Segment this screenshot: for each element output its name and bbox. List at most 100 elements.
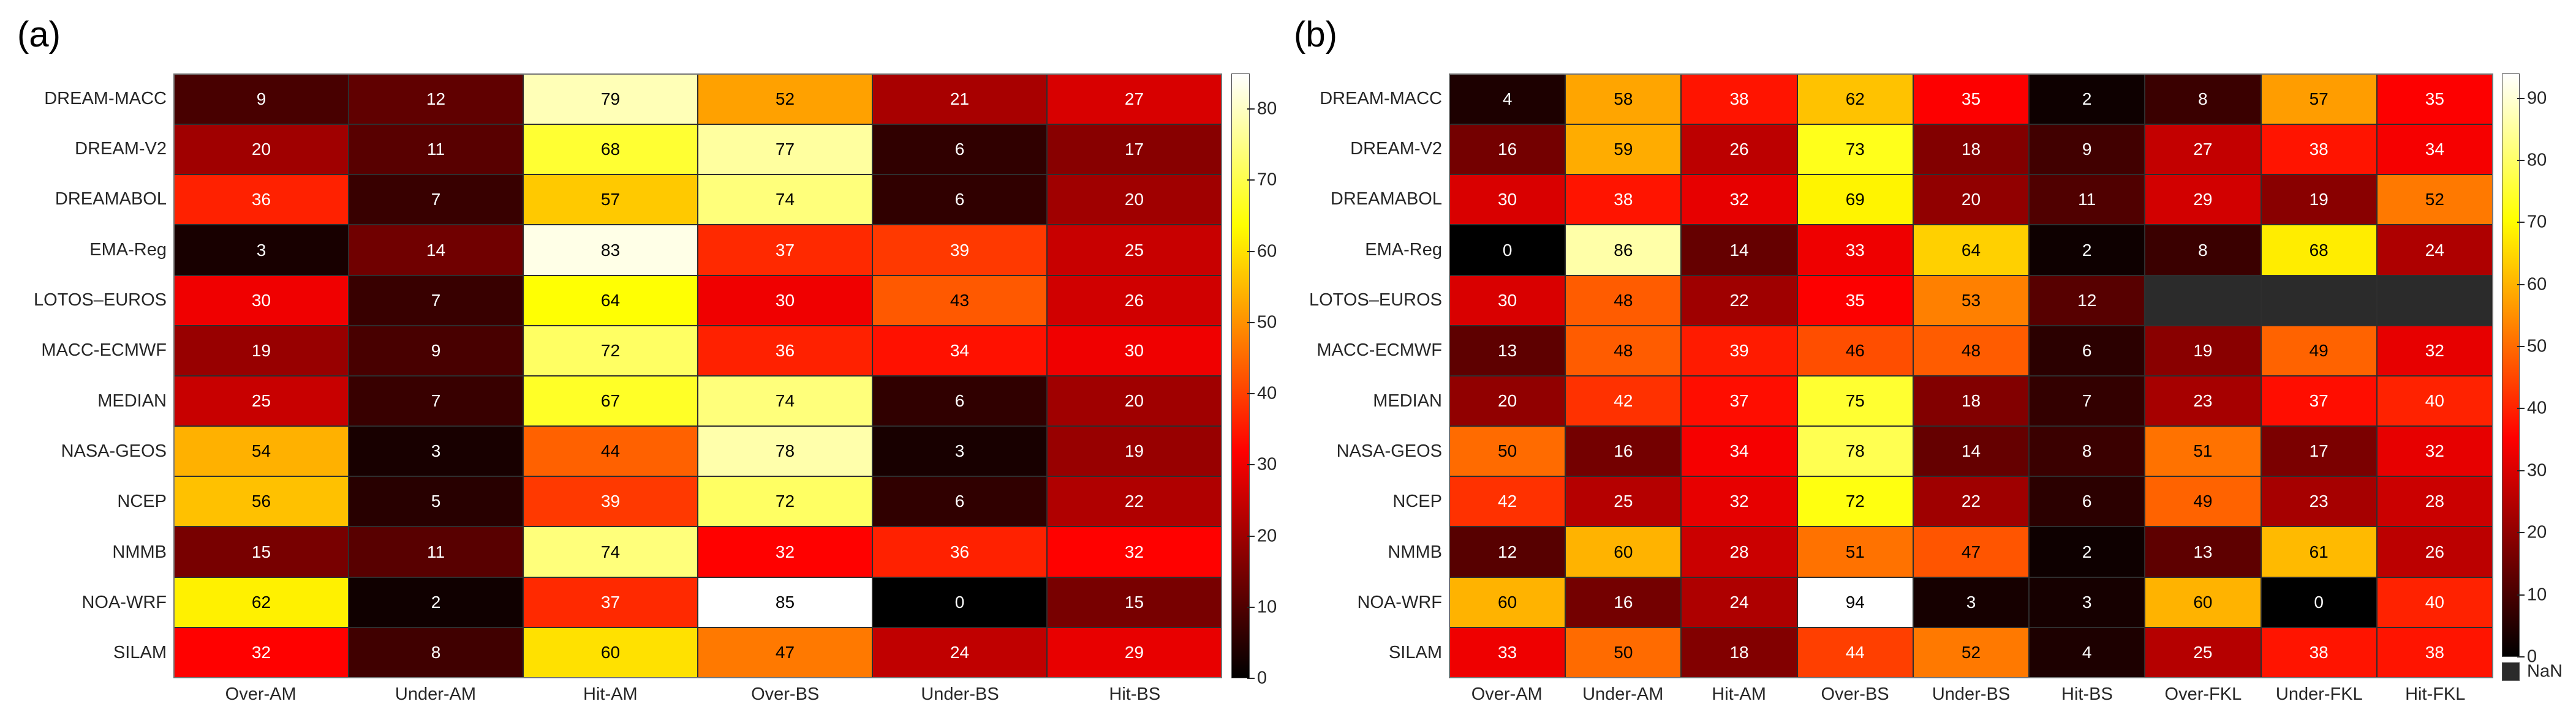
colorbar-tick-label: 70 bbox=[2527, 212, 2547, 232]
heatmap-cell: 51 bbox=[1797, 527, 1913, 577]
panel-b-heatmap-grid: 4 58 38 62 35 2 8 57 35 16 59 26 73 18 9 27 38 34 30 38 32 69… bbox=[1449, 73, 2493, 678]
heatmap-cell: 20 bbox=[1048, 175, 1221, 225]
heatmap-cell: 18 bbox=[1682, 627, 1797, 677]
heatmap-cell: 38 bbox=[2261, 627, 2376, 677]
heatmap-cell-nan bbox=[2261, 275, 2376, 325]
heatmap-cell: 6 bbox=[2030, 326, 2145, 375]
heatmap-cell: 14 bbox=[1682, 225, 1797, 275]
row-label: DREAM-MACC bbox=[44, 88, 167, 108]
heatmap-cell: 52 bbox=[1913, 627, 2029, 677]
heatmap-cell: 74 bbox=[524, 527, 697, 577]
heatmap-cell: 22 bbox=[1913, 477, 2029, 526]
heatmap-cell: 0 bbox=[2261, 577, 2376, 627]
row-label: NOA-WRF bbox=[81, 592, 167, 612]
heatmap-cell: 62 bbox=[175, 577, 348, 627]
colorbar-tick-label: 20 bbox=[2527, 522, 2547, 542]
heatmap-cell: 64 bbox=[1913, 225, 2029, 275]
heatmap-cell: 25 bbox=[1566, 477, 1681, 526]
colorbar-tick-mark bbox=[1247, 108, 1255, 110]
heatmap-cell: 6 bbox=[873, 376, 1046, 426]
colorbar-tick-label: 60 bbox=[2527, 274, 2547, 294]
col-label: Hit-AM bbox=[583, 684, 638, 704]
heatmap-cell: 8 bbox=[2030, 427, 2145, 476]
row-label: MEDIAN bbox=[97, 391, 167, 411]
heatmap-cell: 29 bbox=[1048, 627, 1221, 677]
heatmap-cell: 14 bbox=[349, 225, 523, 275]
heatmap-cell: 2 bbox=[349, 577, 523, 627]
heatmap-cell: 64 bbox=[524, 275, 697, 325]
heatmap-cell: 60 bbox=[1566, 527, 1681, 577]
colorbar-tick-mark bbox=[2517, 283, 2525, 285]
heatmap-cell: 48 bbox=[1913, 326, 2029, 375]
colorbar-tick-label: 10 bbox=[1257, 597, 1277, 617]
heatmap-cell: 12 bbox=[2030, 275, 2145, 325]
heatmap-cell: 50 bbox=[1566, 627, 1681, 677]
heatmap-cell: 57 bbox=[2261, 75, 2376, 124]
heatmap-cell: 9 bbox=[2030, 125, 2145, 174]
heatmap-cell: 94 bbox=[1797, 577, 1913, 627]
heatmap-cell: 13 bbox=[1450, 326, 1565, 375]
heatmap-cell: 38 bbox=[1566, 175, 1681, 225]
heatmap-cell: 23 bbox=[2145, 376, 2261, 426]
colorbar-tick-mark bbox=[2517, 594, 2525, 596]
heatmap-cell: 74 bbox=[698, 376, 872, 426]
heatmap-cell: 19 bbox=[2145, 326, 2261, 375]
heatmap-cell: 52 bbox=[698, 75, 872, 124]
col-label: Over-FKL bbox=[2164, 684, 2242, 704]
heatmap-cell: 32 bbox=[2377, 326, 2492, 375]
colorbar-tick-mark bbox=[1247, 250, 1255, 252]
heatmap-cell: 38 bbox=[2377, 627, 2492, 677]
heatmap-cell: 4 bbox=[1450, 75, 1565, 124]
heatmap-cell: 38 bbox=[2261, 125, 2376, 174]
col-label: Hit-AM bbox=[1712, 684, 1766, 704]
heatmap-cell: 20 bbox=[1913, 175, 2029, 225]
colorbar-tick-mark bbox=[1247, 321, 1255, 323]
heatmap-cell: 15 bbox=[1048, 577, 1221, 627]
colorbar-tick-mark bbox=[2517, 532, 2525, 534]
heatmap-cell: 44 bbox=[524, 427, 697, 476]
heatmap-cell: 36 bbox=[698, 326, 872, 375]
heatmap-cell: 52 bbox=[2377, 175, 2492, 225]
heatmap-cell: 61 bbox=[2261, 527, 2376, 577]
colorbar-tick-mark bbox=[1247, 535, 1255, 537]
colorbar-tick-label: 10 bbox=[2527, 585, 2547, 605]
heatmap-cell: 7 bbox=[349, 275, 523, 325]
heatmap-cell: 26 bbox=[2377, 527, 2492, 577]
heatmap-cell: 9 bbox=[175, 75, 348, 124]
heatmap-cell: 3 bbox=[873, 427, 1046, 476]
colorbar-tick-label: 60 bbox=[1257, 241, 1277, 261]
heatmap-cell: 57 bbox=[524, 175, 697, 225]
heatmap-cell: 8 bbox=[2145, 225, 2261, 275]
col-label: Over-BS bbox=[1821, 684, 1889, 704]
row-label: MACC-ECMWF bbox=[1316, 340, 1442, 361]
colorbar-tick-label: 50 bbox=[2527, 336, 2547, 356]
heatmap-cell: 54 bbox=[175, 427, 348, 476]
heatmap-cell: 37 bbox=[1682, 376, 1797, 426]
panel-b-col-labels: Over-AM Under-AM Hit-AM Over-BS Under-BS Hit-… bbox=[1449, 684, 2493, 713]
heatmap-cell: 22 bbox=[1048, 477, 1221, 526]
colorbar-tick-label: 40 bbox=[2527, 398, 2547, 418]
heatmap-cell: 7 bbox=[349, 376, 523, 426]
heatmap-cell: 72 bbox=[698, 477, 872, 526]
colorbar-tick-mark bbox=[2517, 222, 2525, 223]
heatmap-cell: 20 bbox=[1048, 376, 1221, 426]
row-label: LOTOS–EUROS bbox=[1309, 290, 1442, 310]
heatmap-cell: 73 bbox=[1797, 125, 1913, 174]
heatmap-cell: 62 bbox=[1797, 75, 1913, 124]
heatmap-cell: 46 bbox=[1797, 326, 1913, 375]
colorbar-tick-label: 40 bbox=[1257, 383, 1277, 403]
row-label: SILAM bbox=[1388, 643, 1442, 663]
panel-a-letter: (a) bbox=[17, 15, 61, 54]
heatmap-cell: 79 bbox=[524, 75, 697, 124]
heatmap-cell: 24 bbox=[873, 627, 1046, 677]
heatmap-cell: 2 bbox=[2030, 527, 2145, 577]
heatmap-cell: 32 bbox=[1048, 527, 1221, 577]
heatmap-cell: 8 bbox=[349, 627, 523, 677]
colorbar-nan-label: NaN bbox=[2527, 661, 2563, 681]
heatmap-cell: 6 bbox=[873, 477, 1046, 526]
heatmap-cell: 18 bbox=[1913, 125, 2029, 174]
heatmap-cell: 40 bbox=[2377, 577, 2492, 627]
heatmap-cell: 30 bbox=[1450, 275, 1565, 325]
panel-a-col-labels: Over-AM Under-AM Hit-AM Over-BS Under-BS Hit-… bbox=[173, 684, 1222, 713]
heatmap-cell: 20 bbox=[1450, 376, 1565, 426]
